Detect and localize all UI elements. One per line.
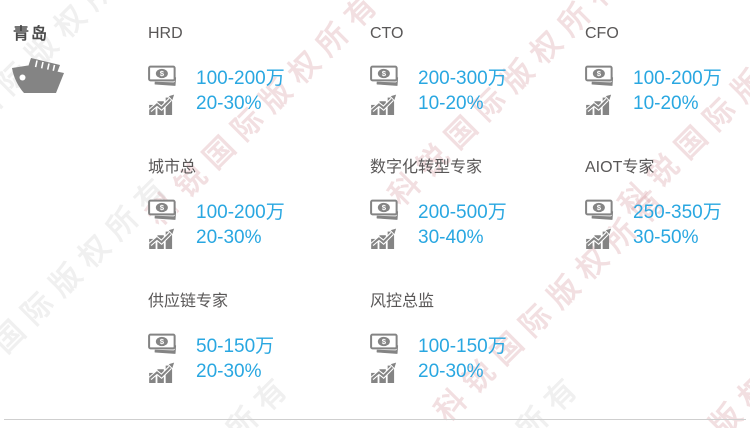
position-title: 风控总监 [370,293,435,310]
position-card: AIOT专家 $ 250-350万 [585,158,750,292]
growth-value: 30-50% [633,227,699,248]
banknotes-icon: $ [370,333,404,356]
growth-value: 20-30% [196,93,262,114]
salary-row: $ 100-150万 [370,331,585,357]
position-title: HRD [148,25,183,42]
growth-value: 20-30% [196,227,262,248]
svg-text:$: $ [160,203,165,212]
salary-row: $ 250-350万 [585,197,750,223]
salary-value: 200-300万 [418,67,507,89]
position-card: CTO $ 200-300万 [370,24,585,158]
salary-row: $ 200-300万 [370,63,585,89]
banknotes-icon: $ [370,199,404,222]
growth-chart-icon [585,93,619,115]
growth-value: 10-20% [418,93,484,114]
svg-text:$: $ [382,69,387,78]
salary-row: $ 100-200万 [148,197,370,223]
position-title: AIOT专家 [585,159,655,176]
growth-value: 30-40% [418,227,484,248]
salary-value: 250-350万 [633,201,722,223]
growth-chart-icon [370,93,404,115]
positions-grid: HRD $ 100-200万 [148,24,750,426]
growth-chart-icon [148,93,182,115]
salary-value: 200-500万 [418,201,507,223]
banknotes-icon: $ [148,65,182,88]
salary-row: $ 50-150万 [148,331,370,357]
growth-row: 20-30% [148,225,370,251]
growth-row: 30-40% [370,225,585,251]
position-card: HRD $ 100-200万 [148,24,370,158]
svg-text:$: $ [160,69,165,78]
growth-value: 20-30% [196,361,262,382]
salary-value: 100-200万 [633,67,722,89]
position-title: 数字化转型专家 [370,159,483,176]
svg-text:$: $ [597,69,602,78]
growth-chart-icon [370,227,404,249]
growth-chart-icon [148,227,182,249]
position-card: 供应链专家 $ 50-150万 [148,292,370,426]
svg-text:$: $ [160,337,165,346]
svg-text:$: $ [382,337,387,346]
growth-row: 10-20% [370,91,585,117]
salary-row: $ 100-200万 [585,63,750,89]
growth-value: 20-30% [418,361,484,382]
position-card: 数字化转型专家 $ 200-500万 [370,158,585,292]
growth-row: 20-30% [148,91,370,117]
growth-row: 20-30% [370,359,585,385]
salary-value: 100-200万 [196,201,285,223]
growth-chart-icon [370,361,404,383]
salary-value: 100-200万 [196,67,285,89]
position-title: 供应链专家 [148,293,229,310]
banknotes-icon: $ [585,199,619,222]
banknotes-icon: $ [148,333,182,356]
growth-value: 10-20% [633,93,699,114]
position-title: 城市总 [148,159,197,176]
svg-text:$: $ [382,203,387,212]
growth-chart-icon [148,361,182,383]
bottom-divider [4,419,746,420]
salary-value: 100-150万 [418,335,507,357]
position-title: CFO [585,25,619,42]
position-card: 风控总监 $ 100-150万 [370,292,585,426]
salary-value: 50-150万 [196,335,275,357]
banknotes-icon: $ [585,65,619,88]
position-card: 城市总 $ 100-200万 [148,158,370,292]
salary-row: $ 100-200万 [148,63,370,89]
ship-icon [11,55,67,99]
growth-row: 30-50% [585,225,750,251]
position-card: CFO $ 100-200万 [585,24,750,158]
region-title: 青岛 [13,26,50,43]
banknotes-icon: $ [370,65,404,88]
banknotes-icon: $ [148,199,182,222]
growth-row: 20-30% [148,359,370,385]
svg-text:$: $ [597,203,602,212]
salary-row: $ 200-500万 [370,197,585,223]
growth-chart-icon [585,227,619,249]
position-title: CTO [370,25,404,42]
growth-row: 10-20% [585,91,750,117]
